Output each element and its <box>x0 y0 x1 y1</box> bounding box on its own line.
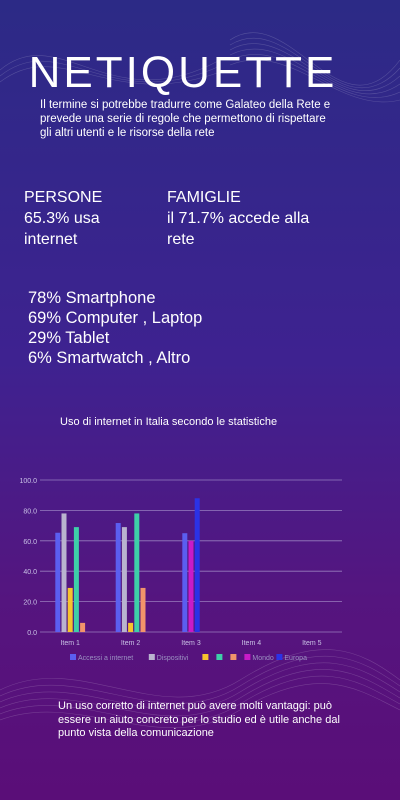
bar <box>80 622 86 632</box>
x-tick-label: Item 3 <box>181 640 201 647</box>
bar <box>134 513 140 632</box>
legend-label: Mondo <box>252 655 274 662</box>
device-list: 78% Smartphone 69% Computer , Laptop 29%… <box>28 288 202 368</box>
legend-swatch <box>216 654 223 660</box>
legend-swatch <box>70 654 76 660</box>
device-item-computer: 69% Computer , Laptop <box>28 309 203 327</box>
x-tick-label: Item 2 <box>121 640 141 647</box>
device-item-smartphone: 78% Smartphone <box>28 289 156 307</box>
stat-famiglie-value: il 71.7% accede alla rete <box>167 210 310 248</box>
y-tick-label: 20.0 <box>23 600 37 607</box>
legend-swatch <box>276 654 283 660</box>
bar <box>67 587 73 632</box>
chart-title: Uso di internet in Italia secondo le sta… <box>60 416 278 428</box>
x-tick-label: Item 4 <box>242 640 262 647</box>
bar <box>115 523 121 632</box>
bar <box>194 498 200 632</box>
legend-label: Accessi a internet <box>78 655 133 662</box>
x-tick-label: Item 1 <box>60 640 80 647</box>
page-title: NETIQUETTE <box>28 48 338 97</box>
y-tick-label: 80.0 <box>23 508 37 515</box>
legend-swatch <box>202 654 209 660</box>
bar <box>188 540 194 632</box>
legend-swatch <box>148 654 155 660</box>
bar <box>55 532 61 632</box>
bar <box>140 587 146 632</box>
legend-swatch <box>230 654 237 660</box>
device-item-tablet: 29% Tablet <box>28 329 110 347</box>
bar <box>73 527 79 632</box>
bar <box>128 622 134 632</box>
stat-persone-label: PERSONE <box>24 189 103 206</box>
legend-swatch <box>244 654 251 660</box>
legend-label: Europa <box>284 655 307 662</box>
intro-text: Il termine si potrebbe tradurre come Gal… <box>40 99 331 139</box>
legend-label: Dispositivi <box>157 655 189 662</box>
device-item-smartwatch: 6% Smartwatch , Altro <box>28 349 191 367</box>
y-tick-label: 100.0 <box>19 478 37 485</box>
bar-chart: 0.0 20.0 40.0 60.0 80.0 100.0 Item 1 Item 2 Item… <box>19 478 342 662</box>
y-tick-label: 40.0 <box>23 569 37 576</box>
y-tick-label: 0.0 <box>27 630 37 637</box>
outro-text: Un uso corretto di internet può avere mo… <box>58 700 340 739</box>
bar <box>61 513 67 632</box>
stat-famiglie: FAMIGLIE il 71.7% accede alla rete <box>167 187 317 250</box>
stat-persone: PERSONE 65.3% usa internet <box>24 187 154 250</box>
stat-famiglie-label: FAMIGLIE <box>167 189 241 206</box>
stat-persone-value: 65.3% usa internet <box>24 210 100 248</box>
bar <box>121 527 127 632</box>
y-tick-label: 60.0 <box>23 539 37 546</box>
x-tick-label: Item 5 <box>302 640 322 647</box>
bar <box>182 533 188 632</box>
